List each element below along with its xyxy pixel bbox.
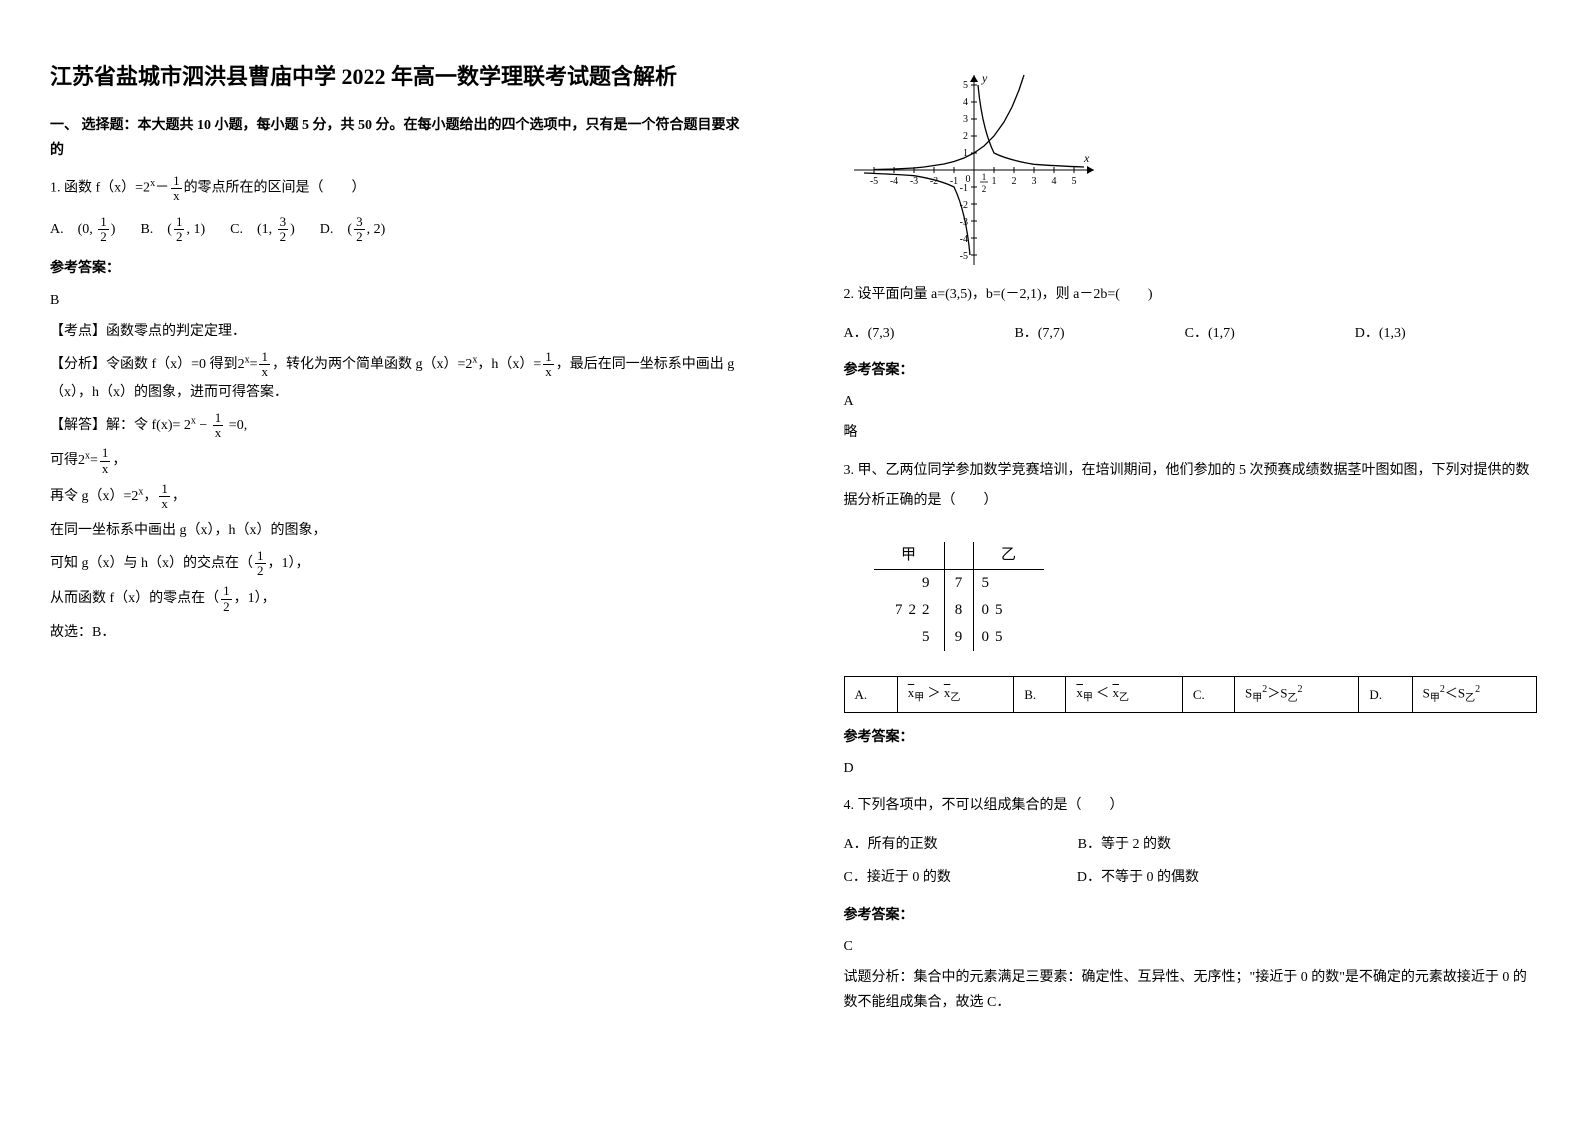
stemleaf-row-left: 722: [874, 597, 944, 624]
q2-optC: C．(1,7): [1185, 321, 1235, 346]
q3-optC: S甲2＞S乙2: [1235, 677, 1359, 713]
q1-frac: 1x: [171, 174, 182, 204]
q3-optD: S甲2＜S乙2: [1412, 677, 1536, 713]
svg-text:3: 3: [963, 114, 968, 125]
svg-text:-3: -3: [909, 176, 917, 187]
q1-tongyi: 在同一坐标系中画出 g（x），h（x）的图象，: [50, 518, 744, 543]
q1-options: A. (0, 12) B. (12, 1) C. (1, 32) D. (32,…: [50, 215, 744, 245]
q3-optA: x甲 ＞ x乙: [897, 677, 1013, 713]
q3-answer-label: 参考答案：: [844, 725, 1538, 750]
q4-optD: D．不等于 0 的偶数: [1077, 865, 1199, 890]
q4-options-row2: C．接近于 0 的数 D．不等于 0 的偶数: [844, 865, 1538, 890]
q1-fenxi: 【分析】令函数 f（x）=0 得到2x=1x，转化为两个简单函数 g（x）=2x…: [50, 350, 744, 405]
svg-text:-2: -2: [929, 176, 937, 187]
svg-text:-4: -4: [889, 176, 897, 187]
svg-text:1: 1: [981, 172, 986, 182]
q3-optC-label: C.: [1182, 677, 1234, 713]
q1-guxuan: 故选：B．: [50, 620, 744, 645]
stemleaf-row-mid: 8: [944, 597, 974, 624]
question-4: 4. 下列各项中，不可以组成集合的是（ ）: [844, 791, 1538, 822]
stemleaf-row-right: 05: [974, 597, 1044, 624]
page-title: 江苏省盐城市泗洪县曹庙中学 2022 年高一数学理联考试题含解析: [50, 60, 744, 93]
question-2: 2. 设平面向量 a=(3,5)，b=(－2,1)，则 a－2b=( ): [844, 280, 1538, 311]
q1-stem-end: 的零点所在的区间是（ ）: [184, 181, 366, 196]
svg-text:-5: -5: [869, 176, 877, 187]
q1-conger: 从而函数 f（x）的零点在（12，1），: [50, 584, 744, 614]
svg-text:5: 5: [963, 80, 968, 91]
q2-optB: B．(7,7): [1014, 321, 1064, 346]
q1-jieda: 【解答】解：令 f(x)= 2x − 1x =0,: [50, 411, 744, 441]
svg-text:3: 3: [1031, 176, 1036, 187]
q2-optA: A．(7,3): [844, 321, 895, 346]
svg-text:-1: -1: [959, 183, 967, 194]
q4-answer: C: [844, 934, 1538, 959]
stemleaf-row-left: 9: [874, 570, 944, 597]
q1-zailing: 再令 g（x）=2x，1x，: [50, 482, 744, 512]
svg-text:y: y: [981, 71, 988, 85]
q2-optD: D．(1,3): [1355, 321, 1406, 346]
q3-optB: x甲 ＜ x乙: [1066, 677, 1182, 713]
q1-answer: B: [50, 288, 744, 313]
svg-text:x: x: [1083, 151, 1090, 165]
q3-options-table: A. x甲 ＞ x乙 B. x甲 ＜ x乙 C. S甲2＞S乙2 D. S甲2＜…: [844, 676, 1538, 713]
q1-optA: A. (0, 12): [50, 215, 115, 245]
q3-optA-label: A.: [844, 677, 897, 713]
svg-text:-5: -5: [959, 251, 967, 262]
svg-text:2: 2: [1011, 176, 1016, 187]
question-1: 1. 函数 f（x）=2x－1x的零点所在的区间是（ ）: [50, 173, 744, 204]
coord-graph: -5 -4 -3 -2 -1 0 1 2 3 4 5 1 2 3: [844, 70, 1538, 270]
svg-text:2: 2: [963, 131, 968, 142]
q2-answer-label: 参考答案：: [844, 358, 1538, 383]
q1-stem-prefix: 1. 函数 f（x）=2: [50, 181, 150, 196]
stemleaf-row-left: 5: [874, 624, 944, 651]
q4-options-row1: A．所有的正数 B．等于 2 的数: [844, 832, 1538, 857]
q3-optD-label: D.: [1359, 677, 1412, 713]
stemleaf-header-right: 乙: [974, 542, 1044, 569]
q2-answer: A: [844, 389, 1538, 414]
section-header: 一、 选择题：本大题共 10 小题，每小题 5 分，共 50 分。在每小题给出的…: [50, 113, 744, 163]
q1-optD: D. (32, 2): [320, 215, 385, 245]
stemleaf-header-left: 甲: [874, 542, 944, 569]
q1-kezhi: 可知 g（x）与 h（x）的交点在（12，1），: [50, 549, 744, 579]
q4-answer-label: 参考答案：: [844, 903, 1538, 928]
stemleaf-plot: 甲 乙 9 7 5 722 8 05 5 9 05: [874, 542, 1044, 651]
svg-text:1: 1: [991, 176, 996, 187]
q4-optB: B．等于 2 的数: [1078, 832, 1171, 857]
stemleaf-row-mid: 7: [944, 570, 974, 597]
q2-options: A．(7,3) B．(7,7) C．(1,7) D．(1,3): [844, 321, 1538, 346]
svg-text:5: 5: [1071, 176, 1076, 187]
stemleaf-row-right: 05: [974, 624, 1044, 651]
svg-text:4: 4: [1051, 176, 1056, 187]
q1-stem-suffix: －: [155, 181, 169, 196]
q2-lue: 略: [844, 420, 1538, 445]
q3-optB-label: B.: [1014, 677, 1066, 713]
q1-kaodian: 【考点】函数零点的判定定理．: [50, 319, 744, 344]
stemleaf-row-mid: 9: [944, 624, 974, 651]
q4-fenxi: 试题分析：集合中的元素满足三要素：确定性、互异性、无序性；"接近于 0 的数"是…: [844, 965, 1538, 1015]
q4-optC: C．接近于 0 的数: [844, 865, 951, 890]
question-3: 3. 甲、乙两位同学参加数学竞赛培训，在培训期间，他们参加的 5 次预赛成绩数据…: [844, 456, 1538, 518]
q4-optA: A．所有的正数: [844, 832, 938, 857]
svg-text:4: 4: [963, 97, 968, 108]
svg-text:2: 2: [981, 184, 986, 194]
q1-kede: 可得2x=1x，: [50, 446, 744, 476]
q1-optC: C. (1, 32): [230, 215, 295, 245]
q3-answer: D: [844, 756, 1538, 781]
stemleaf-row-right: 5: [974, 570, 1044, 597]
q1-optB: B. (12, 1): [140, 215, 205, 245]
svg-text:-4: -4: [959, 234, 967, 245]
q1-answer-label: 参考答案：: [50, 256, 744, 281]
